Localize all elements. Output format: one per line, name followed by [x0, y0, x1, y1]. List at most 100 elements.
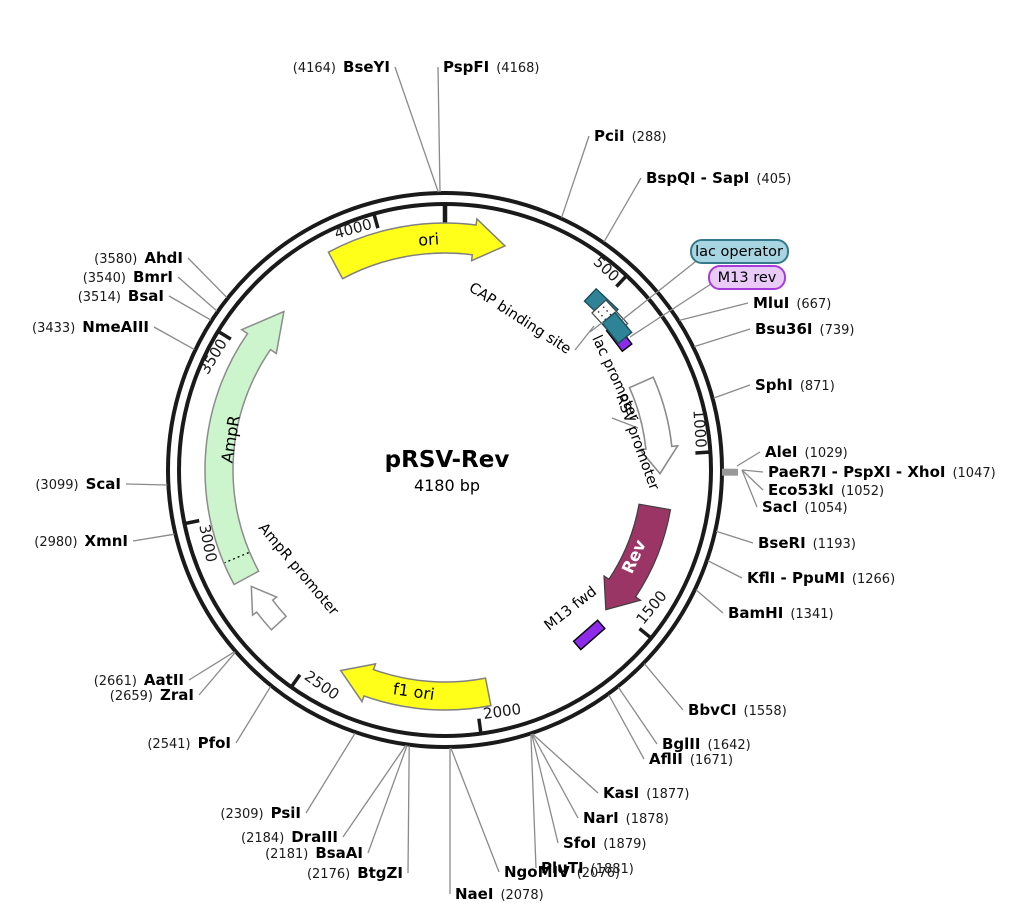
site-label-mlui: MluI (667) — [753, 294, 831, 312]
ruler-tick-1500 — [638, 627, 653, 640]
site-label-ngomiv: NgoMIV (2076) — [504, 863, 620, 881]
site-leader-bsaai — [367, 745, 408, 854]
site-leader-btgzi — [407, 745, 410, 874]
site-leader-pspfi — [437, 66, 441, 193]
ruler-tick-4000 — [372, 213, 380, 229]
site-label-sfoi: SfoI (1879) — [563, 834, 646, 852]
site-leader-pcii — [560, 135, 590, 218]
site-leader-bbvci — [643, 663, 684, 711]
site-label-ahdi: (3580) AhdI — [94, 249, 183, 267]
ampr-boundary-dotted-line — [224, 552, 249, 564]
site-label-eco53ki: Eco53kI (1052) — [768, 481, 884, 499]
site-label-aatii: (2661) AatII — [94, 671, 184, 689]
feature-lac-operator-box — [600, 311, 633, 345]
site-leader-zrai — [198, 651, 236, 696]
site-label-pcii: PciI (288) — [594, 127, 667, 145]
site-leader-aflii — [608, 694, 645, 760]
site-leader-scai — [125, 483, 168, 486]
ruler-tick-500 — [615, 274, 628, 288]
lac-operator-pill — [690, 239, 789, 264]
site-label-bseyi: (4164) BseYI — [293, 58, 390, 76]
m13-rev-pill — [708, 265, 786, 290]
site-label-nari: NarI (1878) — [583, 809, 669, 827]
feature-rev-arrow — [603, 503, 672, 611]
site-leader-bseyi — [394, 66, 439, 193]
rsv-promoter-leader — [611, 417, 639, 429]
site-leader-saci — [741, 469, 758, 508]
site-label-pspfi: PspFI (4168) — [443, 58, 539, 76]
ruler-tick-2000 — [477, 718, 483, 734]
site-leader-pluti — [530, 734, 537, 869]
site-leader-pfoi — [235, 686, 272, 744]
site-leader-bspqi-sapi — [603, 177, 642, 243]
site-label-btgzi: (2176) BtgZI — [307, 864, 403, 882]
site-leader-alei — [736, 451, 761, 467]
lac-operator-pill-label: lac operator — [695, 244, 783, 260]
site-leader-sphi — [713, 384, 751, 399]
site-label-kasi: KasI (1877) — [603, 784, 690, 802]
site-leader-ngomiv — [450, 747, 500, 873]
m13-rev-pill-leader — [629, 281, 715, 338]
site-label-xmni: (2980) XmnI — [34, 532, 128, 550]
lac-operator-pill-leader — [621, 257, 701, 321]
site-leader-kfli-ppumi — [707, 560, 743, 579]
site-leader-kasi — [532, 733, 599, 794]
feature-ori-label: ori — [418, 229, 440, 249]
site-leader-bmri — [177, 276, 218, 312]
site-leader-ahdi — [187, 257, 228, 299]
site-label-bseri: BseRI (1193) — [758, 534, 856, 552]
site-label-naei: NaeI (2078) — [455, 885, 544, 903]
ruler-tick-2500 — [289, 673, 302, 689]
ruler-tick-3000 — [184, 518, 200, 526]
feature-m13-fwd-box — [572, 619, 606, 651]
site-label-bbvci: BbvCI (1558) — [688, 701, 787, 719]
feature-cap-binding-site-label: CAP binding site — [466, 280, 574, 358]
site-label-sphi: SphI (871) — [755, 376, 835, 394]
site-label-paer7i-pspxi-xhoi: PaeR7I - PspXI - XhoI (1047) — [768, 463, 996, 481]
site-leader-bglii — [617, 686, 658, 745]
site-label-pluti: PluTI (1881) — [541, 859, 634, 877]
site-label-aflii: AflII (1671) — [649, 750, 733, 768]
site-leader-sfoi — [531, 733, 559, 844]
ruler-tick-1000 — [695, 450, 711, 455]
plasmid-title: pRSV-Rev — [385, 447, 510, 473]
site-label-bglii: BglII (1642) — [662, 735, 751, 753]
feature-ampr-arrow — [204, 310, 285, 586]
site-label-draiii: (2184) DraIII — [241, 828, 338, 846]
site-label-bspqi-sapi: BspQI - SapI (405) — [646, 169, 791, 187]
site-leader-eco53ki — [741, 469, 764, 491]
site-leader-psii — [305, 732, 356, 814]
ruler-tick-3500 — [217, 329, 232, 341]
ruler-label-2000: 2000 — [482, 700, 522, 723]
cap-binding-site-leader — [574, 325, 595, 351]
site-leader-paer7i-pspxi-xhoi — [741, 469, 764, 473]
site-label-bsaai: (2181) BsaAI — [265, 844, 363, 862]
site-label-scai: (3099) ScaI — [35, 475, 121, 493]
site-leader-bsai — [168, 295, 212, 321]
site-leader-nari — [531, 733, 579, 819]
site-leader-nmeaiii — [153, 326, 195, 351]
site-label-bsu36i: Bsu36I (739) — [755, 320, 854, 338]
site-label-alei: AleI (1029) — [765, 443, 848, 461]
site-label-kfli-ppumi: KflI - PpuMI (1266) — [747, 569, 895, 587]
lac-promoter-leader — [589, 321, 604, 333]
site-label-pfoi: (2541) PfoI — [147, 734, 231, 752]
feature-ori-arrow — [327, 217, 507, 280]
site-label-bmri: (3540) BmrI — [83, 268, 173, 286]
feature-ampr-promoter-arrow — [250, 585, 288, 631]
ruler-label-500: 500 — [590, 253, 623, 286]
backbone-outer-ring — [166, 191, 724, 749]
site-leader-bsu36i — [693, 328, 751, 348]
ruler-label-1000: 1000 — [689, 409, 710, 448]
site-label-saci: SacI (1054) — [762, 498, 848, 516]
m13-rev-pill-label: M13 rev — [718, 270, 777, 286]
site-label-bsai: (3514) BsaI — [78, 287, 164, 305]
plasmid-size: 4180 bp — [414, 476, 480, 495]
site-leader-mlui — [679, 302, 749, 322]
site-label-psii: (2309) PsiI — [220, 804, 301, 822]
site-leader-bseri — [715, 530, 754, 544]
site-label-nmeaiii: (3433) NmeAIII — [32, 318, 149, 336]
feature-f1-ori-arrow — [339, 662, 492, 711]
